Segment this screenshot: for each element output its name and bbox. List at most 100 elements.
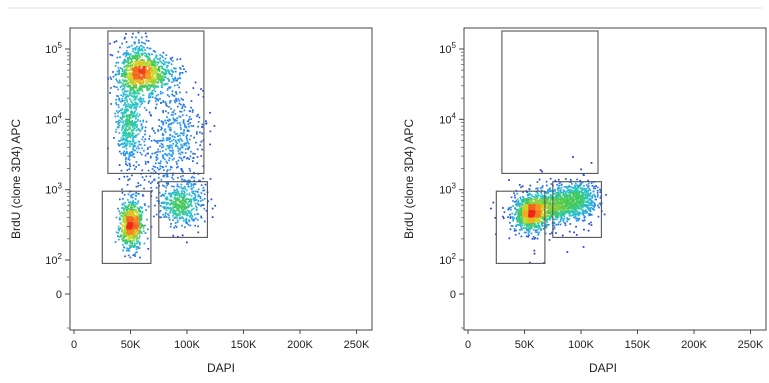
scatter-point: [185, 198, 188, 200]
scatter-point: [184, 70, 187, 73]
gate-2[interactable]: [101, 190, 152, 264]
scatter-point: [126, 209, 129, 212]
scatter-point: [139, 120, 142, 122]
scatter-point: [139, 256, 141, 259]
scatter-point: [528, 222, 531, 225]
scatter-point: [201, 132, 203, 135]
scatter-point: [176, 183, 179, 186]
scatter-point: [163, 202, 165, 204]
scatter-point: [137, 246, 139, 248]
scatter-point: [126, 82, 129, 84]
scatter-point: [560, 191, 562, 194]
scatter-point: [556, 196, 559, 199]
scatter-point: [541, 199, 543, 202]
scatter-point: [130, 235, 133, 238]
scatter-point: [125, 83, 127, 85]
scatter-point: [117, 228, 120, 230]
scatter-point: [120, 117, 123, 119]
gate-1[interactable]: [107, 30, 205, 174]
scatter-point: [153, 66, 156, 69]
scatter-point: [199, 200, 202, 202]
scatter-point: [589, 197, 591, 200]
scatter-point: [182, 210, 184, 212]
scatter-point: [531, 203, 534, 206]
gate-3[interactable]: [158, 181, 208, 238]
scatter-point: [169, 144, 172, 147]
scatter-point: [197, 191, 199, 193]
scatter-point: [138, 235, 141, 238]
scatter-point: [517, 224, 520, 226]
scatter-point: [191, 191, 193, 193]
scatter-point: [115, 110, 118, 112]
scatter-point: [143, 69, 146, 72]
scatter-point: [169, 146, 171, 149]
scatter-point: [126, 219, 129, 221]
scatter-point: [142, 195, 145, 197]
scatter-point: [131, 44, 133, 47]
scatter-point: [144, 49, 146, 51]
scatter-point: [178, 185, 180, 188]
scatter-point: [133, 242, 136, 245]
scatter-point: [126, 57, 129, 60]
scatter-point: [147, 69, 149, 72]
scatter-point: [150, 225, 153, 228]
scatter-point: [555, 218, 558, 221]
scatter-point: [160, 143, 163, 145]
scatter-point: [127, 220, 130, 223]
scatter-point: [141, 70, 144, 72]
scatter-point: [148, 138, 150, 140]
scatter-point: [127, 52, 129, 54]
scatter-point: [131, 231, 134, 233]
scatter-point: [191, 175, 194, 178]
scatter-point: [575, 194, 578, 197]
scatter-point: [152, 69, 155, 71]
scatter-point: [134, 72, 137, 75]
scatter-point: [153, 87, 156, 90]
scatter-point: [130, 123, 133, 126]
scatter-point: [124, 65, 126, 68]
scatter-point: [520, 227, 523, 230]
scatter-point: [550, 215, 553, 217]
scatter-point: [582, 204, 584, 206]
scatter-point: [168, 157, 171, 159]
scatter-point: [185, 114, 188, 117]
scatter-point: [122, 134, 125, 137]
scatter-point: [553, 218, 556, 221]
scatter-point: [154, 72, 156, 75]
scatter-point: [133, 57, 135, 59]
scatter-point: [578, 186, 580, 189]
scatter-point: [527, 219, 529, 222]
scatter-point: [574, 203, 576, 206]
scatter-point: [175, 145, 177, 147]
scatter-point: [571, 208, 574, 210]
scatter-point: [593, 185, 595, 188]
scatter-point: [199, 180, 201, 182]
scatter-point: [170, 123, 173, 125]
scatter-point: [176, 217, 178, 219]
scatter-point: [559, 220, 562, 222]
scatter-point: [109, 76, 112, 79]
scatter-point: [576, 211, 579, 214]
scatter-point: [188, 167, 191, 170]
scatter-point: [122, 202, 124, 205]
scatter-point: [175, 200, 177, 202]
scatter-point: [568, 185, 571, 187]
scatter-point: [127, 94, 129, 97]
scatter-point: [153, 215, 155, 218]
scatter-point: [184, 180, 187, 182]
scatter-point: [525, 219, 528, 222]
scatter-point: [123, 239, 125, 241]
scatter-point: [563, 197, 566, 200]
scatter-point: [536, 181, 539, 183]
scatter-point: [563, 205, 566, 207]
scatter-point: [122, 94, 125, 96]
scatter-point: [181, 114, 184, 117]
scatter-point: [563, 201, 566, 204]
scatter-point: [115, 216, 118, 219]
scatter-point: [174, 193, 177, 195]
scatter-point: [579, 184, 581, 186]
scatter-point: [138, 87, 141, 90]
scatter-points: [490, 156, 607, 264]
scatter-point: [173, 200, 176, 203]
scatter-point: [158, 191, 161, 194]
